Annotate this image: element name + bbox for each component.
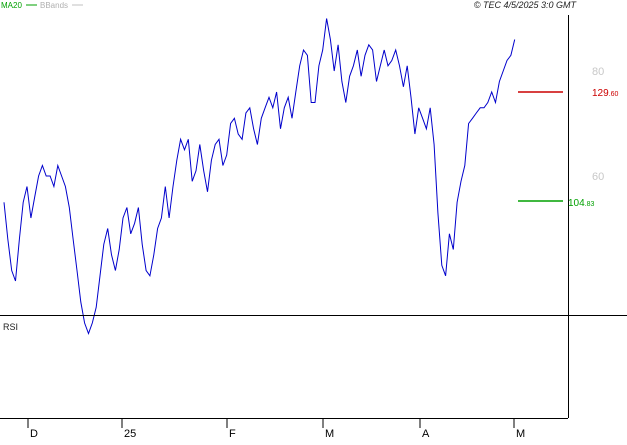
rsi-tick-label: 80 bbox=[592, 66, 604, 78]
copyright-text: © TEC 4/5/2025 3:0 GMT bbox=[474, 0, 578, 10]
level-markers: 129.60 104.83 bbox=[518, 88, 619, 209]
x-tick-label: 25 bbox=[124, 428, 136, 440]
y-axis-labels: 900010000110001200013000140006080 bbox=[592, 66, 604, 183]
x-tick-label: D bbox=[30, 428, 38, 440]
support-marker-label: 104.83 bbox=[568, 198, 595, 209]
x-axis: D 25 F M A M bbox=[27, 418, 525, 440]
x-tick-label: M bbox=[325, 428, 334, 440]
resistance-marker-label: 129.60 bbox=[592, 88, 619, 99]
legend-ma20-label: MA20 bbox=[1, 1, 22, 10]
header: MA20 BBands © TEC 4/5/2025 3:0 GMT bbox=[1, 0, 577, 10]
chart-frame bbox=[0, 15, 627, 419]
x-tick-label: M bbox=[516, 428, 525, 440]
x-tick-label: A bbox=[422, 428, 430, 440]
rsi-panel-title: RSI bbox=[3, 322, 18, 332]
rsi-line bbox=[3, 18, 516, 335]
rsi-tick-label: 60 bbox=[592, 171, 604, 183]
x-tick-label: F bbox=[229, 428, 236, 440]
rsi-group bbox=[3, 18, 516, 335]
legend-bbands-label: BBands bbox=[40, 1, 68, 10]
